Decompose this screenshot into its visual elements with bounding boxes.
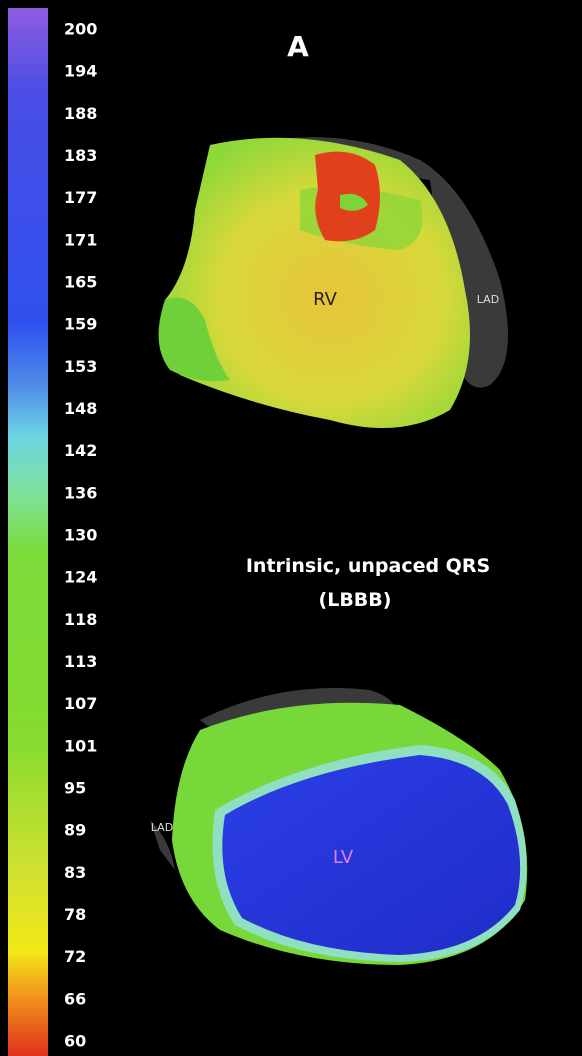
color-bar-tick-label: 83 [64, 863, 86, 882]
lad-label: LAD [477, 293, 499, 306]
color-bar-tick-label: 95 [64, 779, 86, 798]
color-bar-tick-label: 194 [64, 62, 97, 81]
color-bar-tick-label: 153 [64, 357, 97, 376]
figure: 200 194 188 183 177 171 165 159 153 148 142 136 130 1… [0, 0, 582, 1056]
color-bar-tick-label: 177 [64, 188, 97, 207]
color-bar-tick-label: 165 [64, 273, 97, 292]
color-bar [8, 8, 48, 1056]
color-bar-tick-label: 159 [64, 315, 97, 334]
rv-label: RV [313, 289, 338, 310]
color-bar-tick-label: 66 [64, 989, 86, 1008]
color-bar-tick-label: 113 [64, 652, 97, 671]
lv-label: LV [333, 847, 354, 868]
color-bar-tick-label: 130 [64, 526, 97, 545]
color-bar-tick-label: 124 [64, 568, 97, 587]
color-bar-tick-label: 188 [64, 104, 97, 123]
color-bar-tick-label: 148 [64, 399, 97, 418]
color-bar-tick-label: 107 [64, 694, 97, 713]
color-bar-tick-label: 118 [64, 610, 97, 629]
color-bar-tick-label: 60 [64, 1032, 86, 1051]
caption-line: (LBBB) [319, 589, 392, 611]
color-bar-tick-label: 183 [64, 146, 97, 165]
color-bar-tick-label: 171 [64, 230, 97, 249]
lad-label: LAD [151, 821, 173, 834]
color-bar-tick-label: 89 [64, 821, 86, 840]
color-bar-tick-label: 78 [64, 905, 86, 924]
color-bar-tick-label: 101 [64, 736, 97, 755]
caption-line: Intrinsic, unpaced QRS [246, 555, 490, 577]
color-bar-tick-label: 200 [64, 20, 97, 39]
color-bar-tick-label: 142 [64, 441, 97, 460]
color-bar-tick-label: 72 [64, 947, 86, 966]
color-bar-tick-label: 136 [64, 483, 97, 502]
panel-label: A [287, 30, 309, 63]
